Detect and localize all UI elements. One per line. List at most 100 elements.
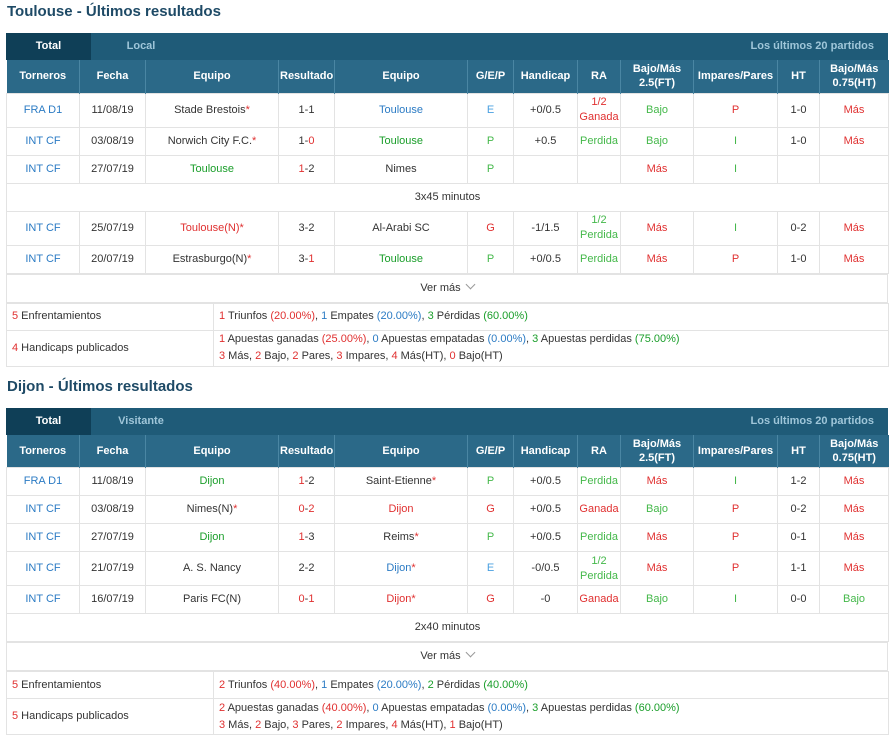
label: Enfrentamientos: [18, 310, 102, 322]
score-home: 1: [298, 162, 305, 175]
handicap: +0.5: [534, 134, 557, 147]
league-cell[interactable]: INT CF: [6, 126, 80, 156]
see-more-button[interactable]: Ver más: [6, 273, 888, 303]
label: Handicaps publicados: [18, 710, 129, 722]
see-more-button[interactable]: Ver más: [6, 642, 888, 671]
odd-even-cell: P: [693, 495, 778, 524]
ou-ht-cell: Más: [819, 244, 889, 274]
last-matches-selector[interactable]: Los últimos 20 partidos: [750, 414, 874, 427]
tab-local[interactable]: Local: [126, 40, 156, 52]
league-cell[interactable]: INT CF: [6, 585, 80, 614]
section-title-dijon: Dijon - Últimos resultados: [7, 377, 193, 395]
red-card-icon: *: [411, 593, 416, 605]
away-team-cell[interactable]: Reims*: [334, 523, 468, 552]
wins-count: 1: [219, 310, 226, 322]
date-cell: 11/08/19: [79, 467, 146, 496]
home-team-cell[interactable]: Toulouse(N)*: [145, 210, 279, 246]
league-cell[interactable]: INT CF: [6, 551, 80, 586]
see-more-label: Ver más: [420, 650, 461, 662]
column-header: RA: [577, 60, 621, 93]
home-team-cell[interactable]: Toulouse: [145, 154, 279, 184]
home-team-cell[interactable]: A. S. Nancy: [145, 551, 279, 586]
losses-pct: (60.00%): [483, 310, 528, 322]
tab-visitante[interactable]: Visitante: [118, 414, 164, 427]
handicap-cell: +0/0.5: [513, 495, 578, 524]
table-row: INT CF 16/07/19 Paris FC(N) 0-1 Dijon* G -0 Gan…: [6, 585, 889, 614]
summary-matches-row: 5 Enfrentamientos 1 Triunfos (20.00%), 1…: [6, 302, 889, 331]
ou-ht-cell: Más: [819, 551, 889, 586]
score-away: 0: [308, 134, 315, 147]
bets-draw-label: Apuestas empatadas: [378, 333, 488, 345]
tab-total[interactable]: Total: [6, 33, 91, 60]
match-note: 3x45 minutos: [6, 182, 889, 212]
away-team-cell[interactable]: Toulouse: [334, 92, 468, 128]
ou-cell: Más: [620, 551, 694, 586]
score-separator: -: [304, 503, 309, 515]
league-cell[interactable]: FRA D1: [6, 467, 80, 496]
half-time: 0-2: [790, 221, 807, 234]
home-team-cell[interactable]: Norwich City F.C.*: [145, 126, 279, 156]
bets-won: 2: [219, 701, 226, 714]
bets-draw-label: Apuestas empatadas: [378, 701, 488, 714]
home-team-cell[interactable]: Stade Brestois*: [145, 92, 279, 128]
bajo-ht-label: Bajo(HT): [455, 718, 503, 731]
home-team-cell[interactable]: Dijon: [145, 523, 279, 552]
ra-result: Perdida: [580, 531, 618, 543]
ht-cell: [777, 154, 820, 184]
home-team-cell[interactable]: Nimes(N)*: [145, 495, 279, 524]
section-title-toulouse: Toulouse - Últimos resultados: [7, 3, 221, 20]
match-note: 2x40 minutos: [6, 613, 889, 642]
pares-label: Pares,: [298, 718, 337, 731]
bets-draw-pct: (0.00%): [487, 701, 527, 714]
ht-cell: 0-0: [777, 585, 820, 614]
away-team-cell[interactable]: Al-Arabi SC: [334, 210, 468, 246]
bets-lost-label: Apuestas perdidas: [538, 701, 635, 714]
handicap-detail-cell: 2 Apuestas ganadas (40.00%), 0 Apuestas …: [213, 698, 889, 735]
league-cell[interactable]: INT CF: [6, 244, 80, 274]
home-team: Stade Brestois: [174, 103, 246, 116]
score-separator: -: [304, 475, 309, 487]
home-team-cell[interactable]: Dijon: [145, 467, 279, 496]
handicap-detail-cell: 1 Apuestas ganadas (25.00%), 0 Apuestas …: [213, 329, 889, 367]
score-cell: 1-2: [278, 154, 335, 184]
home-team-cell[interactable]: Estrasburgo(N)*: [145, 244, 279, 274]
column-header: Resultado: [278, 60, 335, 93]
score-away: 1: [308, 103, 315, 116]
date-cell: 03/08/19: [79, 495, 146, 524]
tab-total[interactable]: Total: [6, 407, 91, 435]
matches-count-cell: 5 Enfrentamientos: [6, 302, 214, 331]
last-matches-selector[interactable]: Los últimos 20 partidos: [750, 40, 874, 52]
home-team: Toulouse: [189, 162, 235, 175]
away-team-cell[interactable]: Saint-Etienne*: [334, 467, 468, 496]
odd-even-cell: I: [693, 126, 778, 156]
draws-label: Empates: [327, 310, 377, 322]
home-team-cell[interactable]: Paris FC(N): [145, 585, 279, 614]
away-team-cell[interactable]: Dijon*: [334, 585, 468, 614]
chevron-down-icon: [465, 279, 476, 289]
mas-ht-count: 4: [391, 350, 398, 362]
count: 5: [12, 678, 19, 691]
wdl-cell: 2 Triunfos (40.00%), 1 Empates (20.00%),…: [213, 671, 889, 699]
result-cell: G: [467, 495, 514, 524]
over-under-ht: Más: [843, 531, 865, 543]
handicap: -0/0.5: [531, 562, 560, 574]
score-away: 1: [308, 593, 315, 605]
away-team-cell[interactable]: Toulouse: [334, 126, 468, 156]
league-cell[interactable]: FRA D1: [6, 92, 80, 128]
half-time: 0-2: [790, 503, 807, 515]
score-home: 2: [298, 562, 305, 574]
league-cell[interactable]: INT CF: [6, 523, 80, 552]
away-team-cell[interactable]: Dijon*: [334, 551, 468, 586]
away-team-cell[interactable]: Dijon: [334, 495, 468, 524]
away-team-cell[interactable]: Nimes: [334, 154, 468, 184]
losses-count: 2: [427, 678, 434, 691]
away-team-cell[interactable]: Toulouse: [334, 244, 468, 274]
league-cell[interactable]: INT CF: [6, 495, 80, 524]
league-cell[interactable]: INT CF: [6, 210, 80, 246]
league-cell[interactable]: INT CF: [6, 154, 80, 184]
wins-label: Triunfos: [225, 310, 271, 322]
over-under: Más: [646, 475, 668, 487]
toulouse-block: Total Local Los últimos 20 partidos Torn…: [6, 33, 889, 367]
column-header: RA: [577, 434, 621, 468]
handicap: +0/0.5: [530, 252, 561, 265]
